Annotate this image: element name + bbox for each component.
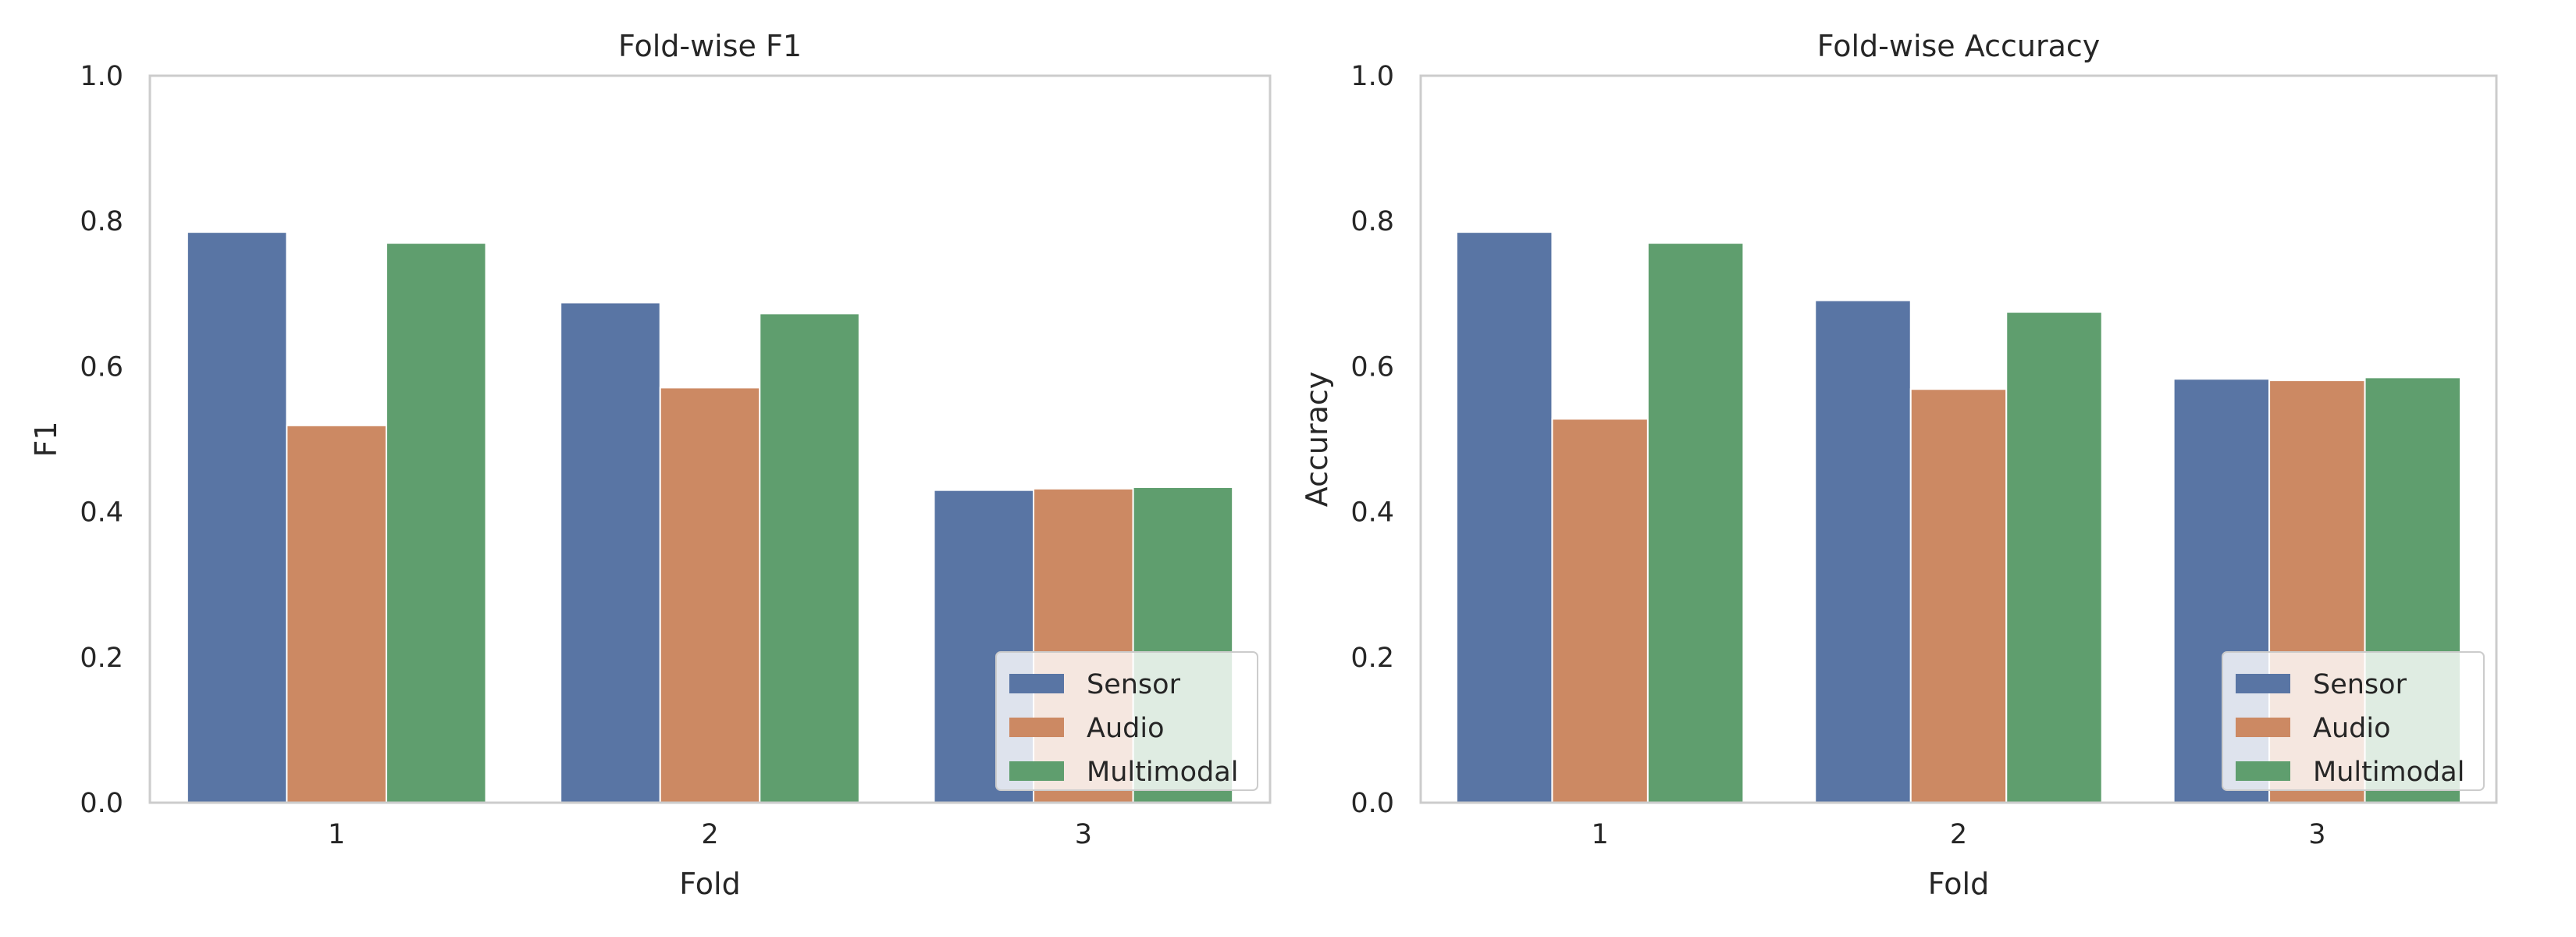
x-tick-label: 1	[1592, 819, 1609, 850]
axes-frame	[148, 74, 1272, 804]
x-tick-label: 1	[328, 819, 345, 850]
bar-audio-fold-1	[286, 424, 387, 803]
legend-label-multimodal: Multimodal	[1087, 757, 1238, 788]
legend-swatch-audio	[2236, 718, 2290, 737]
y-tick-label: 0.0	[1350, 788, 1394, 819]
y-tick-label: 0.4	[80, 497, 123, 529]
legend-swatch-sensor	[1009, 674, 1064, 693]
y-tick-label: 1.0	[1350, 61, 1394, 92]
y-tick-label: 0.2	[80, 643, 123, 674]
y-tick-label: 0.0	[80, 788, 123, 819]
f1-chart-panel: 1 2 3 0.0 0.2 0.4 0.6 0.8 1.0 Fold-wise F1 Fold F1 S…	[29, 29, 1272, 901]
legend-swatch-sensor	[2236, 674, 2290, 693]
bar-multimodal-fold-2	[2005, 311, 2103, 803]
legend-label-audio: Audio	[2313, 713, 2390, 744]
bar-multimodal-fold-1	[1646, 242, 1745, 803]
y-tick-label: 0.6	[80, 351, 123, 383]
bar-sensor-fold-1	[186, 231, 288, 804]
x-tick-label: 3	[2308, 819, 2325, 850]
chart-title: Fold-wise F1	[618, 29, 802, 63]
bar-audio-fold-2	[659, 387, 761, 803]
bar-sensor-fold-2	[560, 301, 661, 803]
bar-sensor-fold-1	[1455, 231, 1553, 804]
y-tick-label: 0.8	[1350, 206, 1394, 237]
chart-title: Fold-wise Accuracy	[1817, 29, 2101, 63]
legend: Sensor Audio Multimodal	[2222, 651, 2485, 791]
bar-multimodal-fold-1	[385, 242, 487, 803]
legend-label-sensor: Sensor	[1087, 669, 1181, 700]
x-tick-label: 2	[701, 819, 718, 850]
legend-swatch-multimodal	[2236, 761, 2290, 781]
legend-label-multimodal: Multimodal	[2313, 757, 2464, 788]
x-axis-label: Fold	[679, 867, 740, 901]
accuracy-chart-panel: 1 2 3 0.0 0.2 0.4 0.6 0.8 1.0 Fold-wise Accuracy F…	[1300, 29, 2498, 901]
x-tick-label: 3	[1075, 819, 1092, 850]
y-axis-label: Accuracy	[1300, 372, 1334, 508]
y-tick-label: 0.6	[1350, 351, 1394, 383]
bar-audio-fold-1	[1551, 418, 1649, 803]
bar-sensor-fold-2	[1814, 299, 1912, 803]
y-axis-label: F1	[29, 421, 63, 457]
y-tick-label: 0.8	[80, 206, 123, 237]
x-axis-label: Fold	[1928, 867, 1989, 901]
legend-label-audio: Audio	[1087, 713, 1164, 744]
legend-swatch-multimodal	[1009, 761, 1064, 781]
legend: Sensor Audio Multimodal	[995, 651, 1258, 791]
legend-label-sensor: Sensor	[2313, 669, 2407, 700]
bar-multimodal-fold-2	[759, 312, 860, 803]
axes-frame	[1419, 74, 2498, 804]
x-tick-label: 2	[1950, 819, 1967, 850]
y-tick-label: 0.4	[1350, 497, 1394, 529]
y-tick-label: 1.0	[80, 61, 123, 92]
bar-audio-fold-2	[1909, 388, 2008, 803]
legend-swatch-audio	[1009, 718, 1064, 737]
y-tick-label: 0.2	[1350, 643, 1394, 674]
